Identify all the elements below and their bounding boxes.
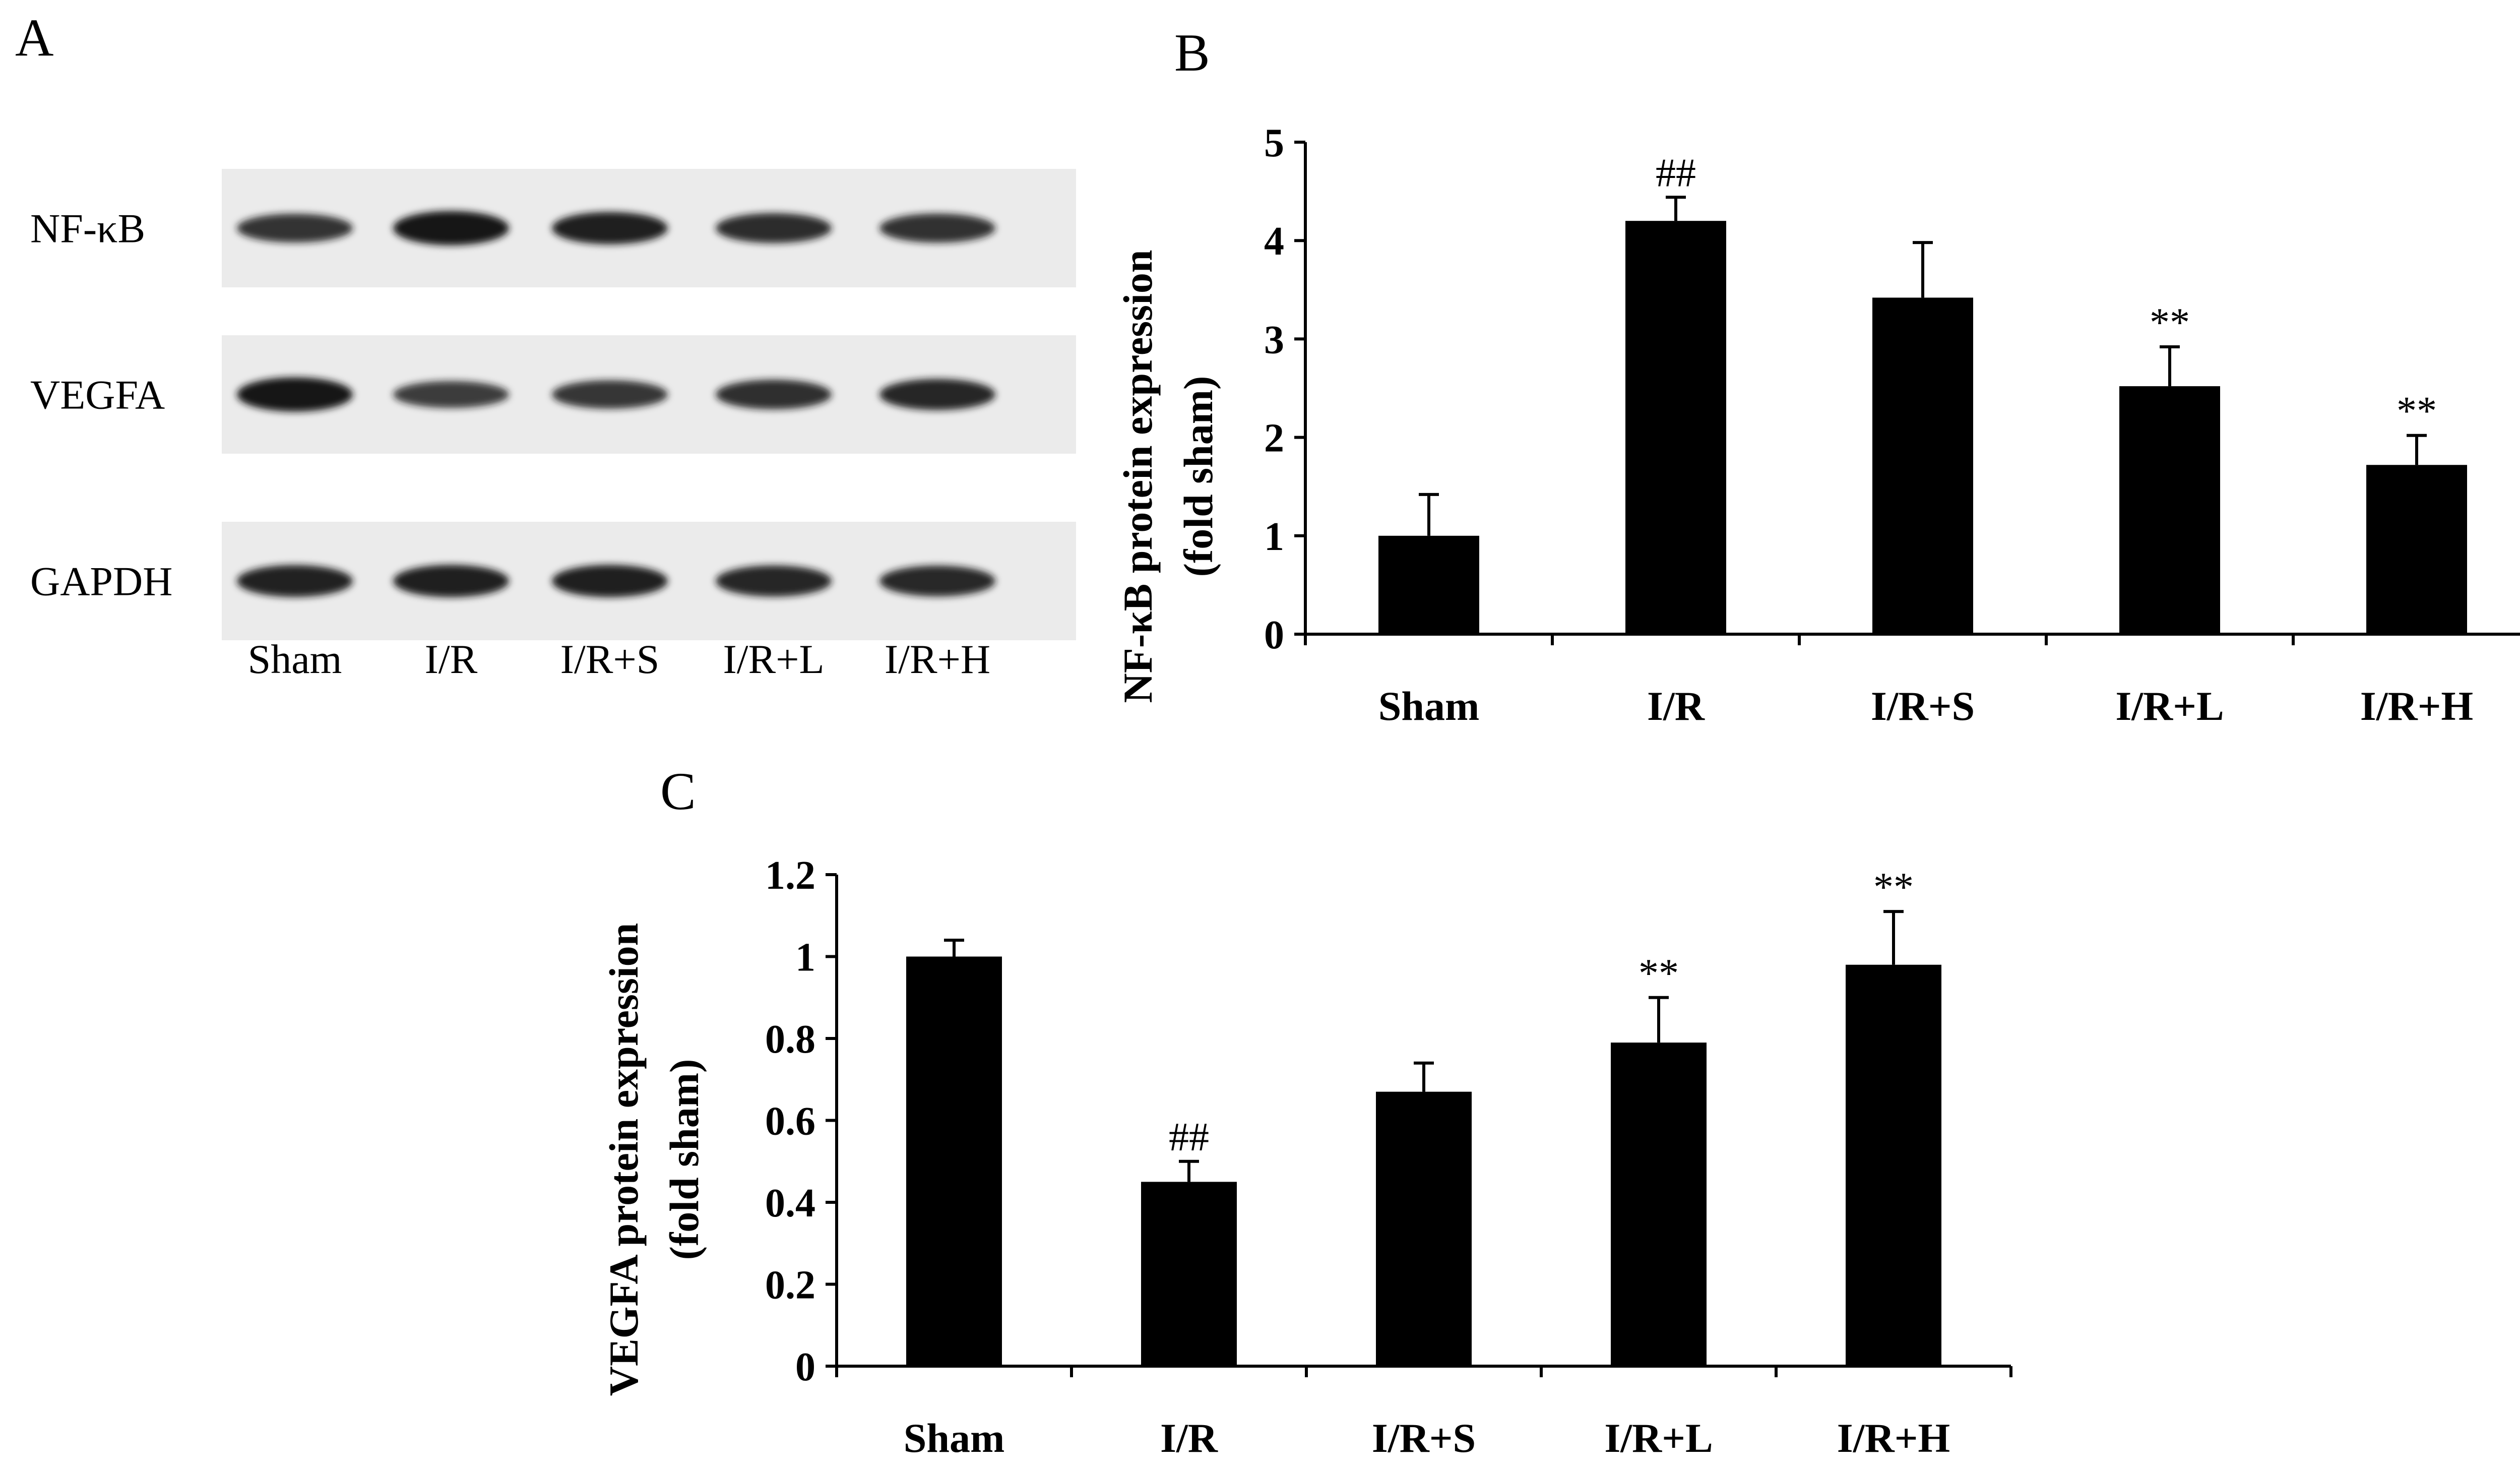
bar xyxy=(1611,1043,1707,1366)
y-tick-label: 0.8 xyxy=(765,1017,815,1062)
category-label: I/R+H xyxy=(2360,683,2473,729)
blot-row-label: NF-κB xyxy=(30,206,145,252)
bar xyxy=(1872,297,1973,634)
blot-lane-label: I/R+H xyxy=(885,636,990,682)
blot-lane-label: I/R+L xyxy=(723,636,824,682)
category-label: I/R xyxy=(1160,1415,1218,1461)
category-label: I/R+S xyxy=(1372,1415,1476,1461)
significance-mark: ** xyxy=(2397,389,2437,434)
vegfa-ylabel-line2: (fold sham) xyxy=(661,1059,707,1260)
category-label: Sham xyxy=(904,1415,1005,1461)
blot-lane-labels: Sham I/R I/R+S I/R+L I/R+H xyxy=(248,636,991,682)
bar xyxy=(1376,1091,1472,1366)
blot-band xyxy=(393,565,509,597)
nfkb-axes: 0 1 2 3 4 5 xyxy=(1264,121,2520,657)
y-tick-label: 5 xyxy=(1264,121,1284,165)
y-tick-label: 3 xyxy=(1264,318,1284,362)
y-tick-label: 0.2 xyxy=(765,1263,815,1308)
significance-mark: ** xyxy=(2150,300,2190,345)
bar xyxy=(1846,964,1941,1366)
blot-rows: NF-κB VEGFA GAPDH xyxy=(30,169,1076,640)
blot-row-label: VEGFA xyxy=(30,372,165,418)
blot-band xyxy=(879,565,995,597)
significance-mark: ## xyxy=(1656,151,1696,195)
blot-band xyxy=(716,565,832,597)
vegfa-ylabel-line1: VEGFA protein expression xyxy=(601,923,647,1396)
bar xyxy=(2366,465,2467,634)
significance-mark: ** xyxy=(1873,865,1914,909)
significance-mark: ## xyxy=(1169,1115,1209,1159)
blot-band xyxy=(879,213,995,243)
y-tick-label: 0.4 xyxy=(765,1181,815,1226)
bar xyxy=(906,956,1002,1366)
blot-lane-label: Sham xyxy=(248,636,342,682)
y-tick-label: 1.2 xyxy=(765,853,815,898)
vegfa-bars: Sham ## I/R I/R+S ** I/R+L ** I/R+H xyxy=(904,865,1950,1461)
y-tick-label: 0.6 xyxy=(765,1099,815,1144)
y-tick-label: 1 xyxy=(1264,515,1284,559)
bar xyxy=(1141,1182,1237,1366)
nfkb-ylabel-line2: (fold sham) xyxy=(1175,376,1221,577)
y-tick-label: 0 xyxy=(795,1345,815,1389)
panel-letter-c: C xyxy=(660,762,696,821)
bar xyxy=(1378,535,1479,634)
y-tick-label: 1 xyxy=(795,936,815,980)
category-label: I/R+L xyxy=(1604,1415,1713,1461)
blot-band xyxy=(393,211,509,246)
category-label: I/R+L xyxy=(2115,683,2224,729)
panel-letter-b: B xyxy=(1174,23,1210,82)
blot-row-label: GAPDH xyxy=(30,559,172,604)
nfkb-ylabel-line1: NF-κB protein expression xyxy=(1115,250,1161,703)
nfkb-bar-chart: 0 1 2 3 4 5 Sham ## I/R I/R+S ** I/R+L ** I/R+H NF-κ… xyxy=(1115,121,2520,729)
category-label: I/R xyxy=(1647,683,1705,729)
nfkb-bars: Sham ## I/R I/R+S ** I/R+L ** I/R+H xyxy=(1378,151,2473,729)
y-tick-label: 2 xyxy=(1264,416,1284,461)
vegfa-bar-chart: 0 0.2 0.4 0.6 0.8 1 1.2 Sham ## I/R I/R+S ** I/R+L *… xyxy=(601,853,2012,1461)
blot-band xyxy=(879,379,995,410)
blot-band xyxy=(552,380,668,409)
blot-band xyxy=(716,213,832,243)
bar xyxy=(2119,386,2220,634)
category-label: Sham xyxy=(1378,683,1480,729)
y-tick-label: 0 xyxy=(1264,613,1284,657)
category-label: I/R+S xyxy=(1871,683,1975,729)
blot-band xyxy=(552,212,668,244)
bar xyxy=(1625,221,1726,634)
blot-band xyxy=(237,565,353,597)
panel-letter-a: A xyxy=(15,8,54,67)
y-tick-label: 4 xyxy=(1264,219,1284,264)
category-label: I/R+H xyxy=(1837,1415,1950,1461)
blot-band xyxy=(716,380,832,409)
blot-lane-label: I/R+S xyxy=(560,636,660,682)
blot-lane-label: I/R xyxy=(425,636,478,682)
western-blot-panel: NF-κB VEGFA GAPDH Sham I/R I/R+S I/R+L I/R+H xyxy=(30,169,1076,682)
blot-band xyxy=(237,377,353,412)
blot-band xyxy=(393,381,509,408)
blot-band xyxy=(552,565,668,597)
blot-band xyxy=(237,213,353,243)
significance-mark: ** xyxy=(1639,951,1679,996)
vegfa-axes: 0 0.2 0.4 0.6 0.8 1 1.2 xyxy=(765,853,2012,1389)
